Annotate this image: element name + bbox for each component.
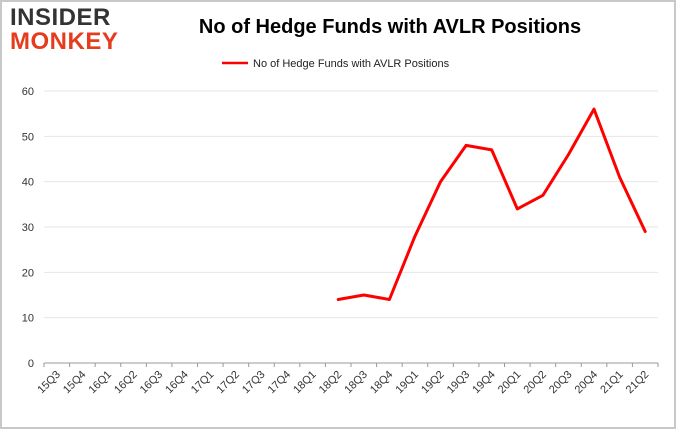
- x-tick-label: 16Q1: [87, 369, 115, 397]
- y-tick-label: 60: [22, 86, 34, 98]
- y-tick-label: 10: [22, 313, 34, 325]
- x-axis-ticks: 15Q315Q416Q116Q216Q316Q417Q117Q217Q317Q4…: [35, 363, 659, 397]
- x-tick-label: 16Q3: [138, 369, 166, 397]
- grid-lines: [44, 90, 658, 319]
- series-line: [336, 107, 647, 301]
- x-tick-label: 18Q3: [342, 369, 370, 397]
- legend-label: No of Hedge Funds with AVLR Positions: [253, 58, 450, 70]
- x-tick-label: 21Q1: [598, 369, 626, 397]
- x-tick-label: 15Q3: [35, 369, 63, 397]
- x-tick-label: 21Q2: [624, 369, 652, 397]
- chart-legend: No of Hedge Funds with AVLR Positions: [222, 58, 450, 70]
- x-tick-label: 18Q1: [291, 369, 319, 397]
- logo-line-2: MONKEY: [10, 28, 119, 55]
- x-tick-label: 18Q2: [317, 369, 345, 397]
- y-tick-label: 50: [22, 131, 34, 143]
- x-tick-label: 17Q4: [266, 369, 294, 397]
- series-group: [336, 107, 647, 301]
- chart-title: No of Hedge Funds with AVLR Positions: [198, 16, 582, 38]
- x-tick-label: 19Q3: [445, 369, 473, 397]
- y-tick-label: 30: [22, 222, 34, 234]
- y-tick-label: 40: [22, 177, 34, 189]
- x-tick-label: 19Q1: [394, 369, 422, 397]
- y-tick-label: 20: [22, 267, 34, 279]
- x-tick-label: 16Q2: [112, 369, 140, 397]
- x-tick-label: 20Q1: [496, 369, 524, 397]
- x-tick-label: 20Q2: [521, 369, 549, 397]
- y-tick-label: 0: [28, 358, 34, 370]
- x-tick-label: 18Q4: [368, 369, 396, 397]
- x-tick-label: 17Q3: [240, 369, 268, 397]
- x-tick-label: 19Q4: [470, 369, 498, 397]
- x-tick-label: 20Q4: [573, 369, 601, 397]
- x-tick-label: 16Q4: [163, 369, 191, 397]
- insider-monkey-logo: INSIDER MONKEY: [10, 6, 130, 54]
- logo-line-1: INSIDER: [10, 4, 111, 31]
- x-tick-label: 17Q1: [189, 369, 217, 397]
- x-tick-label: 17Q2: [214, 369, 242, 397]
- x-tick-label: 15Q4: [61, 369, 89, 397]
- x-tick-label: 19Q2: [419, 369, 447, 397]
- x-tick-label: 20Q3: [547, 369, 575, 397]
- y-axis-ticks: 0 10 20 30 40 50 60: [22, 86, 34, 370]
